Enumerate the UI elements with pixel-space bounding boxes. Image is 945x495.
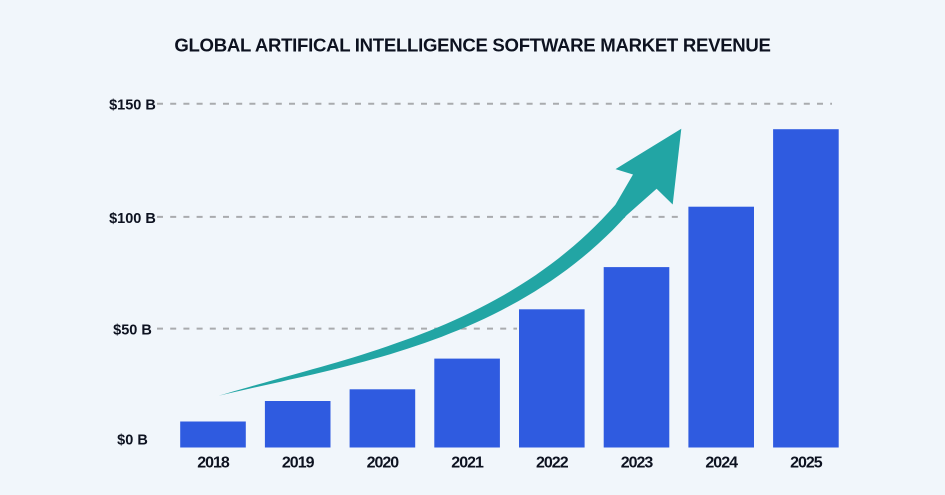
svg-text:2023: 2023	[621, 455, 654, 472]
svg-text:GLOBAL ARTIFICAL INTELLIGENCE: GLOBAL ARTIFICAL INTELLIGENCE SOFTWARE M…	[174, 34, 770, 55]
svg-text:2021: 2021	[451, 455, 484, 472]
svg-text:$50 B: $50 B	[113, 323, 152, 339]
svg-text:2020: 2020	[367, 455, 400, 472]
svg-text:2022: 2022	[536, 455, 569, 472]
svg-text:2018: 2018	[197, 455, 230, 472]
svg-text:2025: 2025	[790, 455, 823, 472]
svg-text:2019: 2019	[282, 455, 315, 472]
svg-text:2024: 2024	[705, 455, 738, 472]
svg-text:$0 B: $0 B	[117, 433, 148, 449]
svg-text:$100 B: $100 B	[109, 211, 156, 227]
svg-text:$150 B: $150 B	[109, 98, 156, 114]
